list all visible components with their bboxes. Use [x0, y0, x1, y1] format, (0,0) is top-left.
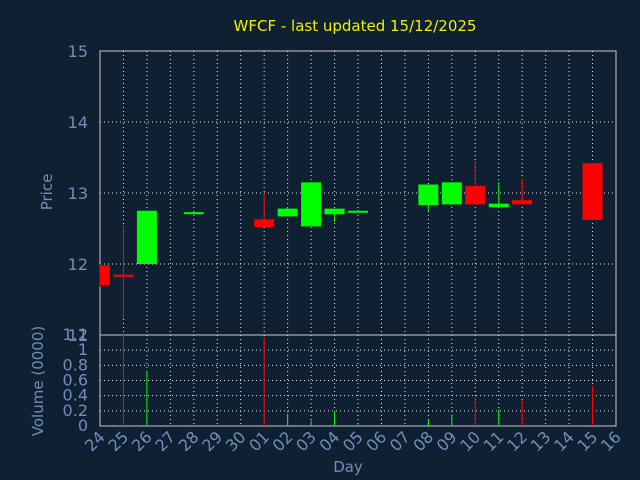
candle — [465, 161, 486, 206]
volume-tick-label: 1 — [78, 340, 88, 359]
volume-axis-label: Volume (0000) — [29, 326, 47, 436]
candle-body — [136, 210, 157, 264]
candle — [277, 207, 298, 217]
x-tick-label: 16 — [597, 427, 625, 455]
volume-tick-label: 0.8 — [63, 355, 88, 374]
candle — [348, 210, 368, 213]
price-panel: 11 12 13 14 15 — [68, 42, 617, 345]
candle — [99, 264, 110, 287]
candle — [136, 210, 157, 264]
volume-tick-label: 1.2 — [63, 325, 88, 344]
volume-tick-label: 0.6 — [63, 371, 88, 390]
volume-tick-label: 0 — [78, 416, 88, 435]
candle-body — [324, 208, 345, 215]
candle — [441, 182, 462, 205]
price-axis-label: Price — [38, 174, 56, 211]
candle — [301, 182, 322, 227]
price-tick-label: 11 — [68, 326, 88, 345]
candle — [113, 224, 134, 319]
price-tick-label: 14 — [68, 113, 88, 132]
volume-panel: 00.20.40.60.811.224252627282930010203040… — [63, 325, 625, 455]
candle — [582, 163, 603, 220]
candle-body — [465, 185, 486, 205]
price-tick-label: 12 — [68, 255, 88, 274]
price-plot-frame — [99, 50, 617, 336]
candle — [324, 208, 345, 222]
candle-body — [441, 182, 462, 205]
candle — [418, 184, 439, 211]
candle-body — [488, 203, 509, 208]
candle-body — [183, 212, 204, 215]
candle-body — [348, 210, 368, 213]
candle-body — [512, 200, 533, 205]
candle-body — [301, 182, 322, 227]
candle-body — [254, 219, 275, 228]
candle — [183, 211, 204, 215]
candle-body — [582, 163, 603, 220]
price-tick-label: 15 — [68, 42, 88, 61]
price-tick-label: 13 — [68, 184, 88, 203]
volume-tick-label: 0.2 — [63, 401, 88, 420]
candle-body — [277, 208, 298, 217]
volume-tick-label: 0.4 — [63, 386, 88, 405]
candle-body — [113, 274, 134, 277]
candle — [488, 182, 509, 208]
chart-title: WFCF - last updated 15/12/2025 — [234, 17, 477, 35]
volume-plot-frame — [99, 334, 617, 427]
candle-body — [100, 265, 110, 286]
x-axis-label: Day — [333, 458, 363, 476]
candle-body — [418, 184, 439, 206]
candle — [254, 193, 275, 228]
candle — [512, 178, 533, 205]
